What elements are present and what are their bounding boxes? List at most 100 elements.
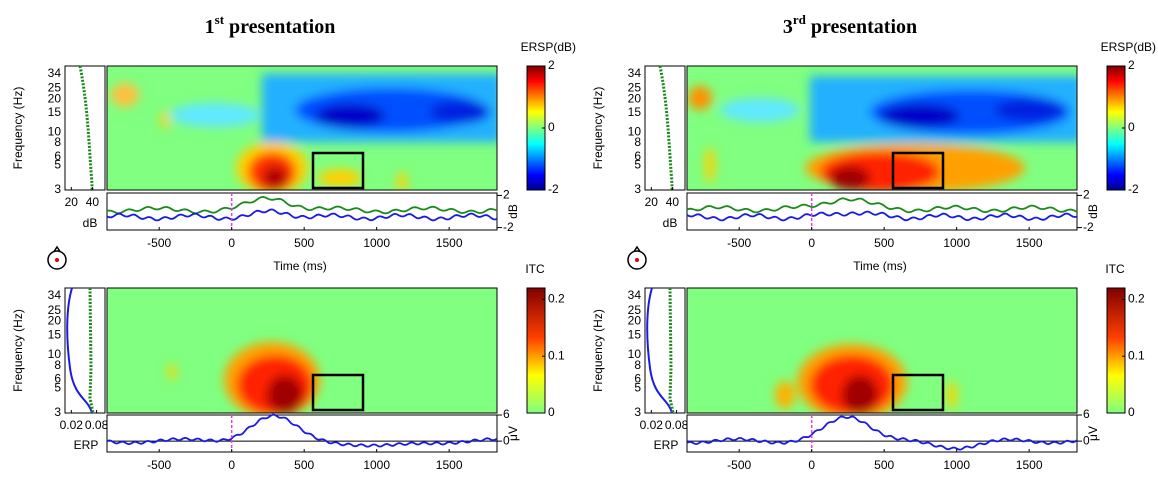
colorbar-tick-label: 2 bbox=[1128, 58, 1135, 72]
y-tick-label: 25 bbox=[48, 81, 62, 95]
trace-tick-label: 6 bbox=[503, 407, 510, 421]
trace-line bbox=[106, 208, 498, 222]
colorbar-label: ERSP(dB) bbox=[1101, 40, 1156, 54]
heatmap bbox=[111, 74, 497, 190]
y-tick-label: 5 bbox=[634, 381, 641, 395]
heat-blob bbox=[315, 104, 385, 128]
marginal-bg bbox=[644, 65, 686, 191]
trace-label: dB bbox=[506, 204, 520, 219]
trace-line bbox=[106, 413, 498, 448]
x-tick-label: 500 bbox=[294, 236, 314, 250]
y-tick-label: 15 bbox=[48, 105, 62, 119]
heat-blob bbox=[397, 172, 407, 190]
title-rest: presentation bbox=[811, 16, 917, 38]
title-number: 1 bbox=[205, 16, 215, 38]
trace-bg bbox=[106, 192, 498, 231]
heat-blob bbox=[111, 83, 139, 107]
heat-blob bbox=[842, 375, 878, 413]
colorbar bbox=[1106, 287, 1126, 414]
colorbar-tick-label: 0 bbox=[1128, 405, 1135, 419]
colorbar bbox=[526, 287, 546, 414]
title-suffix: st bbox=[215, 12, 225, 27]
heat-blob bbox=[705, 147, 715, 183]
trace-tick-label: 2 bbox=[503, 188, 510, 202]
colorbar-tick-label: 2 bbox=[548, 58, 555, 72]
x-tick-label: 1000 bbox=[363, 236, 390, 250]
heat-blob bbox=[720, 98, 800, 122]
trace-bg bbox=[106, 414, 498, 453]
x-tick-label: 1500 bbox=[436, 458, 463, 472]
y-tick-label: 8 bbox=[54, 135, 61, 149]
trace-tick-label: 2 bbox=[1083, 188, 1090, 202]
marginal-tick-label: 40 bbox=[86, 195, 100, 209]
marginal-tick-label: 20 bbox=[645, 195, 659, 209]
marginal-label: dB bbox=[83, 216, 98, 230]
title-rest: presentation bbox=[229, 16, 335, 38]
y-tick-label: 25 bbox=[628, 81, 642, 95]
marginal-sig bbox=[88, 287, 95, 414]
heatmap-blobs bbox=[775, 344, 957, 413]
x-tick-label: 1500 bbox=[1016, 458, 1043, 472]
panel-title: 3rd presentation bbox=[783, 12, 917, 38]
marginal-tick-label: 40 bbox=[666, 195, 680, 209]
x-tick-label: 500 bbox=[294, 458, 314, 472]
y-tick-label: 6 bbox=[634, 372, 641, 386]
x-tick-label: -500 bbox=[727, 236, 751, 250]
y-tick-label: 5 bbox=[54, 158, 61, 172]
marginal-label: ERP bbox=[654, 438, 679, 452]
colorbar-tick-label: 0 bbox=[1128, 120, 1135, 134]
heat-blob bbox=[170, 103, 260, 127]
x-tick-label: 500 bbox=[874, 236, 894, 250]
trace-tick-label: 0 bbox=[1083, 433, 1090, 447]
y-tick-label: 3 bbox=[634, 182, 641, 196]
colorbar-tick-label: 0.2 bbox=[1128, 292, 1145, 306]
heatmap bbox=[775, 344, 957, 413]
y-tick-label: 20 bbox=[628, 314, 642, 328]
trace-label: μV bbox=[1086, 426, 1100, 441]
nose bbox=[53, 245, 61, 252]
colorbar-label: ERSP(dB) bbox=[521, 40, 576, 54]
colorbar-label: ITC bbox=[1105, 262, 1125, 276]
x-tick-label: 0 bbox=[228, 458, 235, 472]
heat-blob bbox=[995, 98, 1065, 122]
y-tick-label: 10 bbox=[628, 347, 642, 361]
heatmap-frame bbox=[686, 287, 1078, 414]
colorbar-tick-label: 0.1 bbox=[548, 348, 565, 362]
heat-blob bbox=[168, 364, 176, 380]
heat-blob bbox=[318, 169, 362, 187]
x-tick-label: 1500 bbox=[1016, 236, 1043, 250]
y-axis-label: Frequency (Hz) bbox=[11, 87, 25, 170]
y-tick-label: 3 bbox=[634, 405, 641, 419]
x-tick-label: 0 bbox=[808, 458, 815, 472]
heatmap-blobs bbox=[111, 74, 497, 190]
y-tick-label: 25 bbox=[48, 303, 62, 317]
panel-title: 1st presentation bbox=[205, 12, 336, 38]
nose bbox=[633, 245, 641, 252]
x-tick-label: 500 bbox=[874, 458, 894, 472]
y-tick-label: 34 bbox=[48, 66, 62, 80]
marginal-itc bbox=[66, 287, 93, 414]
marginal-itc bbox=[646, 287, 673, 414]
colorbar-tick-label: 0 bbox=[548, 120, 555, 134]
colorbar-tick-label: -2 bbox=[548, 182, 559, 196]
y-tick-label: 20 bbox=[628, 91, 642, 105]
x-tick-label: 1500 bbox=[436, 236, 463, 250]
trace-line bbox=[686, 415, 1078, 451]
x-tick-label: -500 bbox=[147, 236, 171, 250]
marginal-label: dB bbox=[663, 216, 678, 230]
marginal-tick-label: 0.08 bbox=[665, 418, 689, 432]
y-tick-label: 8 bbox=[634, 358, 641, 372]
y-axis-label: Frequency (Hz) bbox=[591, 309, 605, 392]
x-tick-label: 1000 bbox=[943, 236, 970, 250]
trace-line bbox=[686, 210, 1078, 222]
heatmap-blobs bbox=[168, 342, 320, 413]
trace-bg bbox=[686, 192, 1078, 231]
x-tick-label: -500 bbox=[147, 458, 171, 472]
heatmap-frame bbox=[106, 65, 498, 191]
y-tick-label: 6 bbox=[54, 149, 61, 163]
head-icon bbox=[627, 245, 647, 270]
marginal-tick-label: 0.02 bbox=[640, 418, 664, 432]
marginal-tick-label: 0.08 bbox=[85, 418, 109, 432]
